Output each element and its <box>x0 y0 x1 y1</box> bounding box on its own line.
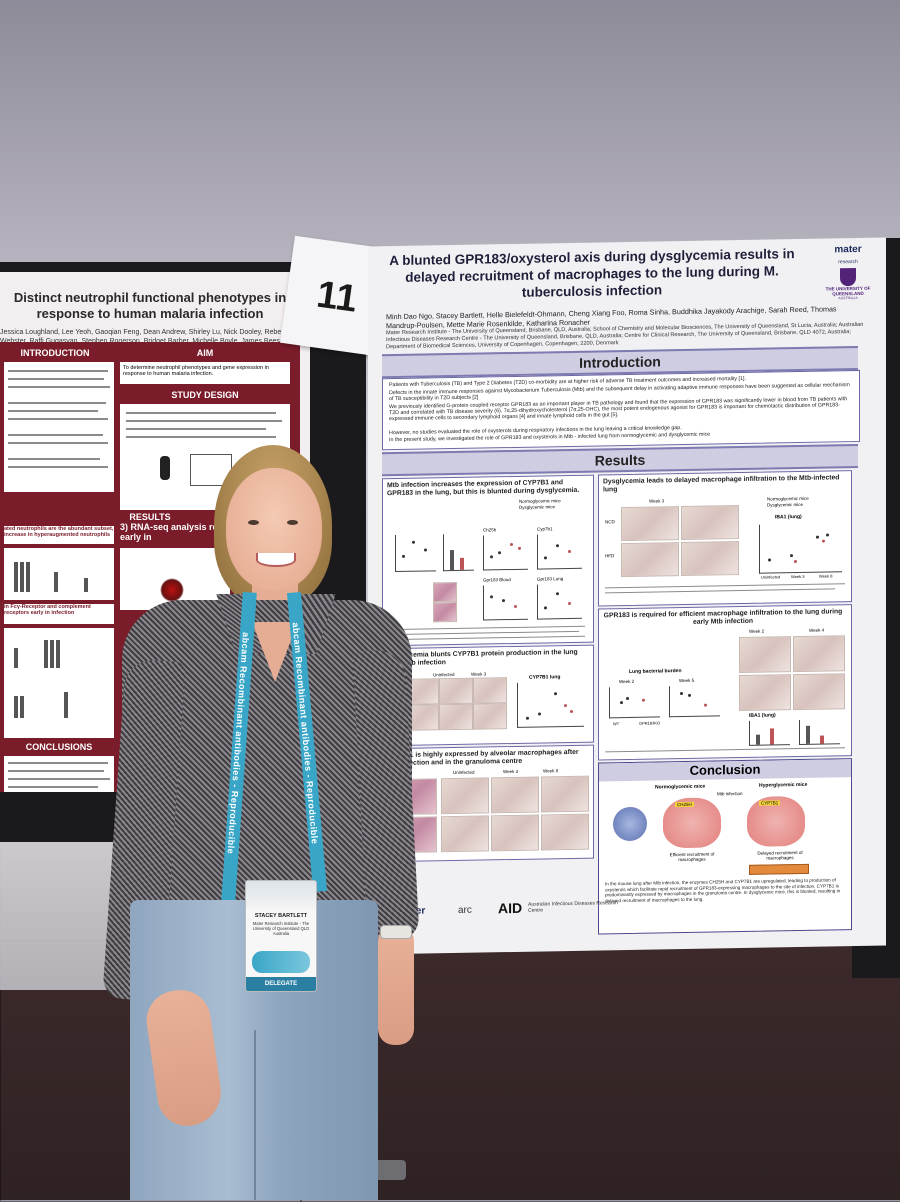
mtb-cell-icon <box>613 806 647 842</box>
lp-results-heading: RESULTS <box>129 512 171 522</box>
person-smile <box>256 553 296 567</box>
main-poster-title: A blunted GPR183/oxysterol axis during d… <box>389 246 795 300</box>
footer-aid-sub: Australian Infectious Diseases Research … <box>528 900 618 914</box>
lp-fcy: in Fcγ-Receptor and complement receptors… <box>4 604 114 624</box>
badge-graphic <box>252 951 310 973</box>
left-eye <box>248 520 259 525</box>
results-panel-macrophage-infiltration: Dysglycemia leads to delayed macrophage … <box>598 470 852 607</box>
lp-abundant: ated neutrophils are the abundant subset… <box>4 526 114 544</box>
uq-crest-icon <box>840 268 856 287</box>
badge-name: STACEY BARTLETT <box>254 913 308 919</box>
lp-aim-text: To determine neutrophil phenotypes and g… <box>120 362 290 384</box>
lp-conclusions-heading: CONCLUSIONS <box>25 742 93 752</box>
lp-intro-heading: INTRODUCTION <box>20 348 90 358</box>
results-panel-gpr183-required: GPR183 is required for efficient macroph… <box>598 604 852 761</box>
right-eye <box>287 520 298 525</box>
lp-aim-heading: AIM <box>196 348 214 358</box>
results-panel-cyp7b1-protein: Dysglycemia blunts CYP7B1 protein produc… <box>382 644 594 747</box>
lp-chart-2 <box>4 628 114 738</box>
delayed-bar <box>749 863 809 875</box>
footer-aid-logo: AID <box>498 899 523 917</box>
uq-logo: THE UNIVERSITY OF QUEENSLAND AUSTRALIA <box>816 268 880 301</box>
lp-volcano <box>120 548 230 610</box>
results-panel-cyp7b1-gpr183: Mtb infection increases the expression o… <box>382 474 594 647</box>
lp-intro-box <box>4 362 114 492</box>
person-right-hand <box>378 925 414 1045</box>
main-poster: A blunted GPR183/oxysterol axis during d… <box>368 237 886 955</box>
footer-arc-logo: arc <box>458 904 472 916</box>
lp-study-heading: STUDY DESIGN <box>171 390 239 400</box>
left-poster-title: Distinct neutrophil functional phenotype… <box>13 290 287 321</box>
badge-header <box>246 881 316 909</box>
badge-org: Mater Research Institute - The Universit… <box>252 921 310 936</box>
left-poster-authors: Jessica Loughland, Lee Yeoh, Gaoqian Fen… <box>0 329 293 345</box>
conclusion-heading: Conclusion <box>599 759 851 782</box>
lp-rnaseq-heading: 3) RNA-seq analysis reveal neutrophils e… <box>120 522 287 542</box>
jeans-seam <box>254 1030 256 1200</box>
person-face <box>226 468 322 590</box>
watch-icon <box>380 925 412 939</box>
badge-role: DELEGATE <box>246 977 316 991</box>
delegate-badge: STACEY BARTLETT Mater Research Institute… <box>245 880 317 992</box>
poster-number: 11 <box>314 273 360 321</box>
lp-chart-1 <box>4 548 114 600</box>
introduction-box: Patients with Tuberculosis (TB) and Type… <box>382 369 860 451</box>
mater-logo: mater research <box>834 243 862 266</box>
lp-conclusions-box <box>4 756 114 792</box>
